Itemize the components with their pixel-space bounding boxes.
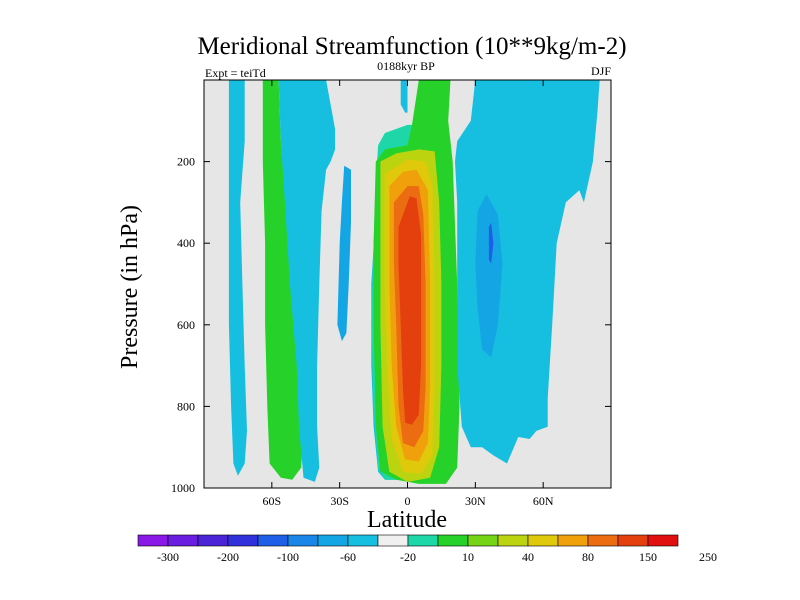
colorbar-swatch <box>617 534 649 547</box>
y-axis: 200 400 600 800 1000 <box>171 155 611 495</box>
colorbar-swatch <box>287 534 319 547</box>
colorbar: -300 -200 -100 -60 -20 10 40 80 150 250 <box>137 534 717 564</box>
colorbar-swatch <box>497 534 529 547</box>
colorbar-swatch <box>137 534 169 547</box>
region-sh-polar-cell <box>228 80 247 476</box>
colorbar-label: 80 <box>582 550 594 564</box>
y-tick-label: 800 <box>177 399 195 413</box>
colorbar-label: 40 <box>522 550 534 564</box>
region-sh-westerly-core <box>337 165 351 342</box>
region-nh-ferrel-core <box>475 194 503 358</box>
x-axis-label: Latitude <box>367 507 447 533</box>
colorbar-swatch <box>467 534 499 547</box>
region-nh-ferrel-inner <box>488 222 494 264</box>
colorbar-label: -60 <box>340 550 356 564</box>
colorbar-swatch <box>197 534 229 547</box>
colorbar-swatch <box>647 534 679 547</box>
colorbar-swatch <box>377 534 409 547</box>
chart-title: Meridional Streamfunction (10**9kg/m-2) <box>197 33 626 60</box>
y-tick-label: 1000 <box>171 481 195 495</box>
x-axis: 60S 30S 0 30N 60N <box>262 80 554 508</box>
colorbar-swatch <box>257 534 289 547</box>
colorbar-label: 10 <box>462 550 474 564</box>
y-tick-label: 400 <box>177 236 195 250</box>
colorbar-swatch <box>167 534 199 547</box>
x-tick-label: 30S <box>330 494 349 508</box>
colorbar-swatch <box>437 534 469 547</box>
colorbar-label: 150 <box>639 550 657 564</box>
colorbar-swatch <box>317 534 349 547</box>
colorbar-swatch <box>227 534 259 547</box>
x-tick-label: 60S <box>262 494 281 508</box>
region-sh-ferrel-cell <box>262 80 304 480</box>
x-tick-label: 30N <box>465 494 486 508</box>
x-tick-label: 60N <box>533 494 554 508</box>
colorbar-label: -20 <box>400 550 416 564</box>
colorbar-label: -200 <box>217 550 239 564</box>
x-tick-label: 0 <box>405 494 411 508</box>
colorbar-swatch <box>407 534 439 547</box>
colorbar-swatch <box>347 534 379 547</box>
region-sh-westerly-band <box>278 80 336 482</box>
colorbar-label: -300 <box>157 550 179 564</box>
y-tick-label: 200 <box>177 155 195 169</box>
colorbar-swatch <box>557 534 589 547</box>
colorbar-label: 250 <box>699 550 717 564</box>
colorbar-swatch <box>527 534 559 547</box>
season-label: DJF <box>591 64 611 78</box>
region-hadley-cell-250 <box>398 196 422 425</box>
region-top-pocket <box>400 80 408 113</box>
plot-area <box>203 79 612 489</box>
experiment-label: Expt = teiTd <box>205 66 266 80</box>
y-axis-label: Pressure (in hPa) <box>117 205 143 369</box>
y-tick-label: 600 <box>177 318 195 332</box>
colorbar-swatch <box>587 534 619 547</box>
region-nh-ferrel-cell <box>455 80 600 464</box>
time-label: 0188kyr BP <box>377 59 435 73</box>
colorbar-label: -100 <box>277 550 299 564</box>
